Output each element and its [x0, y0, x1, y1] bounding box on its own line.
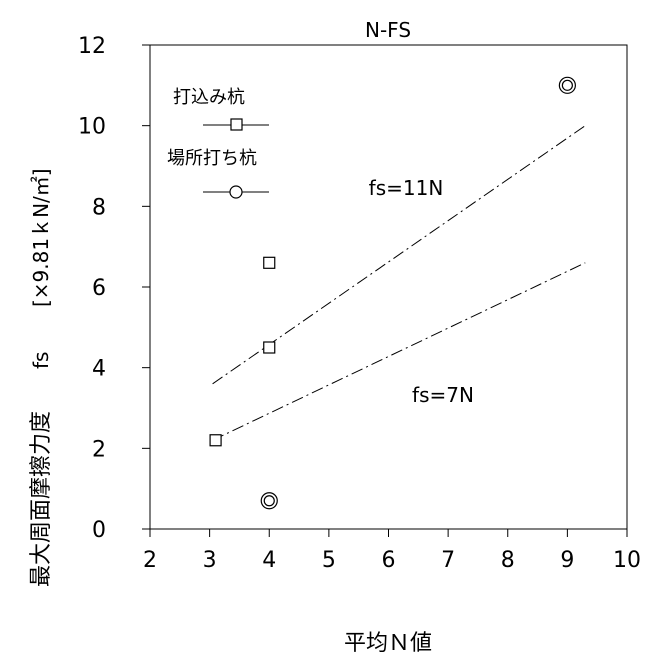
x-tick-label: 3	[203, 548, 217, 573]
x-axis: 2 3 4 5 6 7 8 9 10	[143, 529, 641, 573]
data-point-square	[263, 341, 276, 354]
data-points	[209, 76, 576, 510]
y-tick-label: 10	[78, 115, 106, 140]
y-axis: 0 2 4 6 8 10 12	[78, 34, 150, 543]
x-tick-label: 6	[382, 548, 396, 573]
y-tick-label: 0	[92, 518, 106, 543]
x-tick-label: 8	[501, 548, 515, 573]
line-label-fs-11n: fs=11N	[369, 176, 444, 200]
x-tick-label: 2	[143, 548, 157, 573]
x-axis-title: 平均Ｎ値	[344, 631, 432, 656]
reference-line-fs-11n	[212, 125, 586, 385]
x-tick-label: 7	[441, 548, 455, 573]
chart-title: N-FS	[365, 18, 411, 42]
x-tick-label: 9	[560, 548, 574, 573]
data-point-double-circle	[558, 76, 576, 94]
plot-frame	[149, 44, 628, 530]
reference-lines	[212, 125, 586, 441]
y-axis-title-part-2: fs	[29, 352, 53, 369]
y-tick-label: 4	[92, 357, 106, 382]
x-tick-label: 10	[613, 548, 641, 573]
x-tick-label: 5	[322, 548, 336, 573]
legend-label-cast-in-place-pile: 場所打ち杭	[167, 148, 257, 169]
reference-line-fs-7n	[212, 262, 586, 441]
y-tick-label: 2	[92, 437, 106, 462]
y-tick-label: 12	[78, 34, 106, 59]
y-tick-label: 6	[92, 276, 106, 301]
line-label-fs-7n: fs=7N	[412, 383, 474, 407]
y-axis-title-part-3: [×9.81ｋN/㎡]	[29, 168, 53, 307]
legend-marker-driven-pile	[230, 118, 243, 131]
data-point-double-circle	[260, 492, 278, 510]
y-axis-title: 最大周面摩擦力度 fs [×9.81ｋN/㎡]	[29, 168, 54, 587]
y-axis-title-part-1: 最大周面摩擦力度	[29, 411, 54, 587]
legend-label-driven-pile: 打込み杭	[173, 87, 245, 108]
y-tick-label: 8	[92, 195, 106, 220]
data-point-square	[263, 256, 276, 269]
x-tick-label: 4	[262, 548, 276, 573]
legend: 打込み杭 場所打ち杭	[167, 87, 269, 199]
data-point-square	[209, 434, 222, 447]
legend-marker-cast-in-place-pile	[229, 185, 243, 199]
